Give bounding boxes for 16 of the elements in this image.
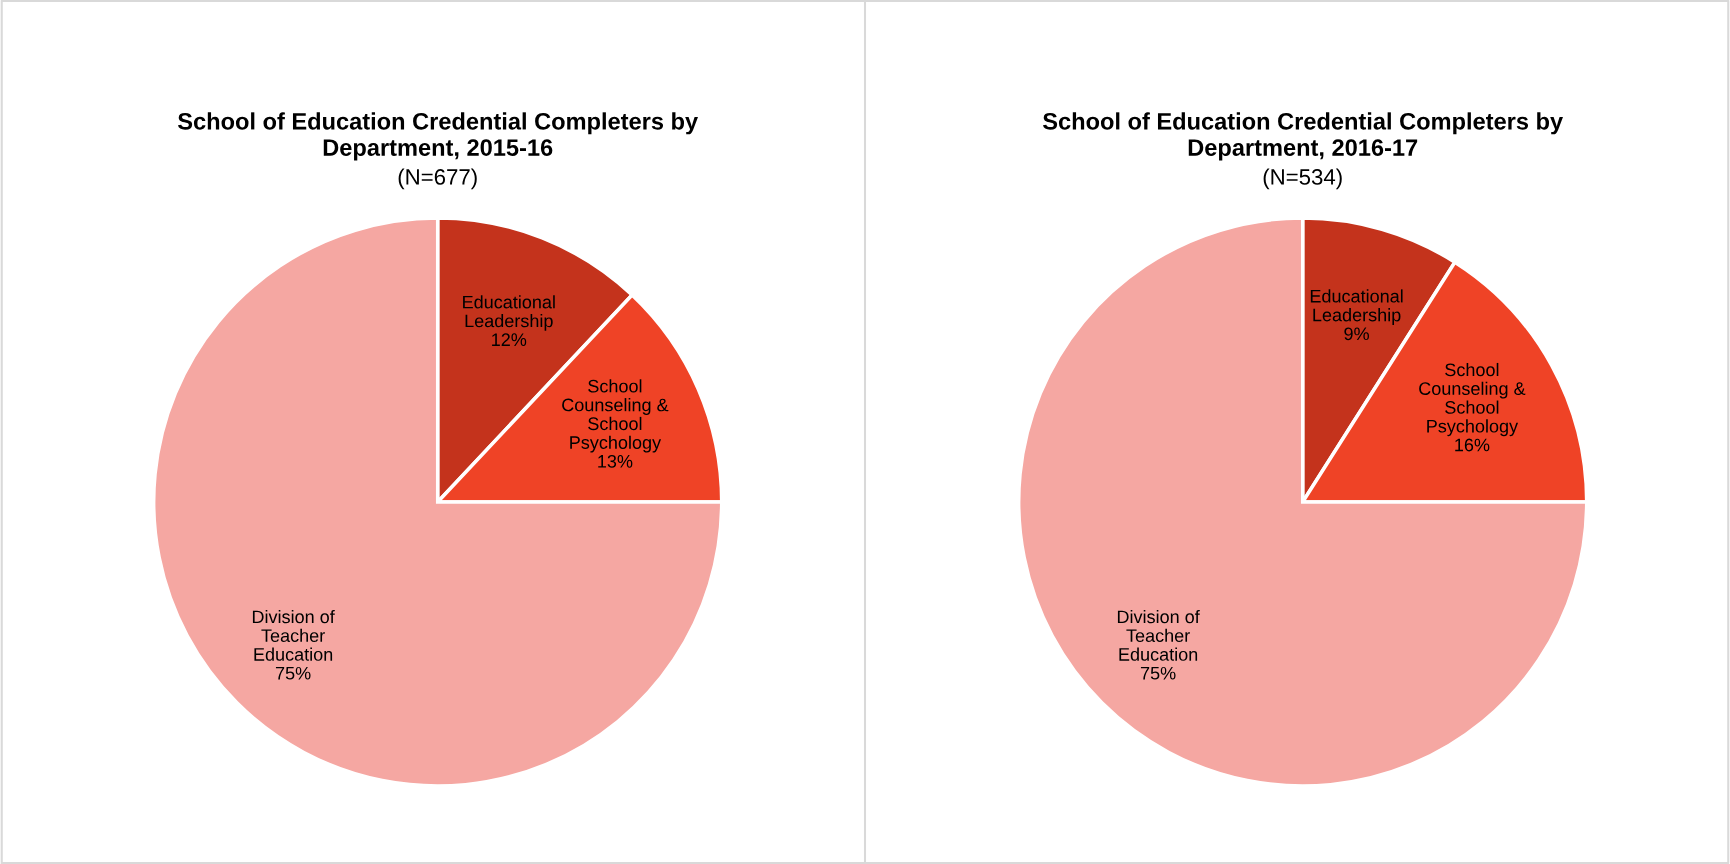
data-label: 16%	[1455, 438, 1490, 452]
data-label: 75%	[275, 666, 311, 680]
data-label: 12%	[492, 333, 527, 346]
slice-label: Educational Leadership	[1310, 289, 1403, 325]
chart-title: School of Education Credential Completers by Department, 2015-16	[177, 112, 698, 161]
slice-label: Division of Teacher Education	[252, 609, 335, 661]
chart-subtitle: (N=534)	[1263, 168, 1342, 190]
data-label: 9%	[1344, 327, 1369, 341]
slice-label: Division of Teacher Education	[1117, 609, 1200, 661]
chart-title: School of Education Credential Completers by Department, 2016-17	[1042, 112, 1563, 161]
slice-label: Educational Leadership	[463, 295, 555, 331]
slice-label: School Counseling & School Psychology	[562, 379, 669, 453]
chart-subtitle: (N=677)	[398, 168, 477, 190]
data-label: 13%	[598, 454, 633, 468]
data-label: 75%	[1140, 666, 1176, 680]
slice-label: School Counseling & School Psychology	[1419, 362, 1526, 437]
